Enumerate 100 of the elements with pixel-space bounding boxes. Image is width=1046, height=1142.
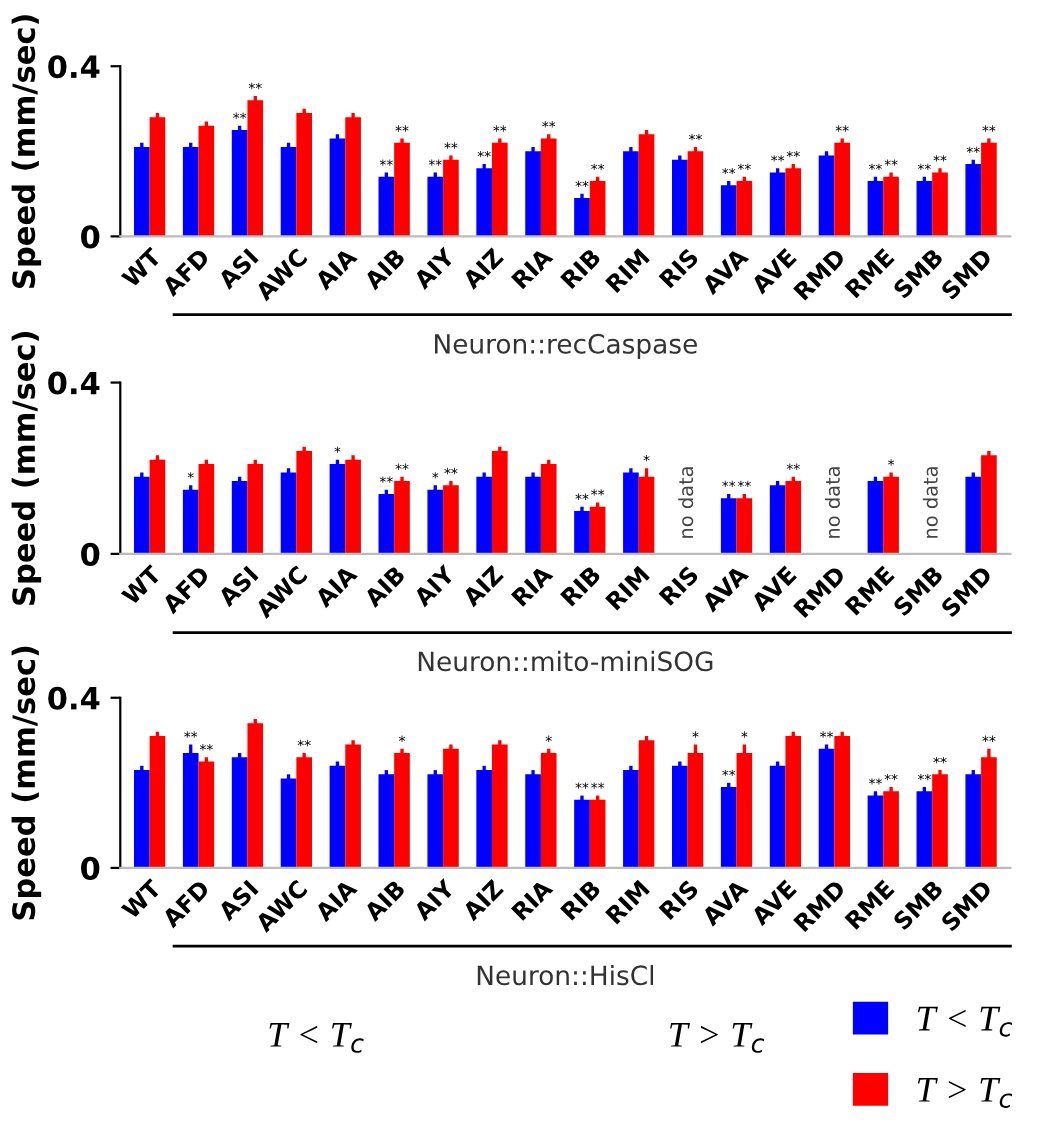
bar — [492, 451, 508, 554]
x-tick-label: AIA — [313, 564, 358, 609]
x-tick-label: RIA — [510, 564, 554, 607]
bar — [965, 476, 982, 554]
x-tick-label: RIB — [560, 565, 602, 607]
bar — [198, 761, 215, 868]
bar — [149, 117, 166, 237]
bar — [981, 455, 997, 554]
x-tick-label: RIS — [658, 247, 700, 289]
legend-label: T > T$_{c}$ — [918, 1077, 1013, 1108]
bar — [345, 459, 361, 554]
bar — [883, 476, 899, 554]
bar — [965, 164, 982, 237]
bar — [589, 799, 606, 868]
y-tick-label: 0.4 — [48, 371, 100, 395]
bar — [525, 151, 541, 237]
bar — [965, 774, 982, 868]
bar — [589, 506, 606, 554]
bar — [182, 753, 199, 868]
x-tick-label: RIA — [510, 246, 554, 290]
bar — [133, 476, 150, 554]
bar — [231, 757, 248, 868]
bar — [687, 753, 704, 868]
bar — [280, 147, 297, 237]
bar — [638, 476, 655, 554]
bar — [589, 181, 606, 237]
bar — [427, 489, 444, 554]
y-axis-title: Speed (mm/sec) — [11, 332, 42, 605]
bar — [231, 130, 248, 237]
bar — [834, 142, 851, 237]
x-tick-label: AIA — [313, 246, 358, 291]
x-tick-label: RIB — [560, 247, 602, 290]
bar — [736, 181, 753, 237]
bar — [638, 134, 655, 237]
bar — [623, 151, 639, 237]
bar — [525, 476, 541, 554]
bar — [818, 155, 835, 237]
bar — [492, 744, 508, 868]
bar — [769, 765, 786, 868]
bar — [247, 723, 264, 868]
bar — [623, 472, 639, 554]
x-tick-label: WT — [120, 246, 163, 289]
bar — [540, 463, 557, 554]
bar — [736, 498, 753, 554]
bar — [378, 176, 395, 237]
x-tick-label: RIB — [560, 879, 602, 921]
bar — [720, 787, 737, 868]
bar — [149, 459, 166, 554]
bar — [182, 489, 199, 554]
bar — [623, 770, 639, 868]
bar — [769, 172, 786, 237]
bar — [736, 753, 753, 868]
bar — [133, 147, 150, 237]
bar — [916, 791, 933, 868]
bar — [427, 176, 444, 237]
bar — [883, 791, 899, 868]
annotation: no data — [678, 467, 694, 538]
bar — [476, 168, 492, 237]
bar — [329, 463, 346, 554]
bar — [574, 799, 590, 868]
bar — [769, 485, 786, 554]
bar — [280, 778, 297, 868]
bar — [378, 493, 395, 554]
bar — [476, 476, 492, 554]
bar — [525, 774, 541, 868]
x-tick-label: WT — [120, 564, 163, 606]
bar — [867, 795, 884, 868]
bar — [247, 100, 264, 237]
y-tick-label: 0 — [81, 856, 100, 880]
bar — [671, 765, 688, 868]
bar — [932, 774, 948, 868]
text: T > T$_{c}$ — [670, 1022, 765, 1053]
bar — [785, 481, 802, 554]
y-tick-label: 0.4 — [48, 55, 100, 79]
bar — [329, 138, 346, 237]
bar — [834, 736, 851, 868]
bar — [394, 142, 410, 237]
bar — [492, 142, 508, 237]
bar — [296, 451, 313, 554]
bar — [345, 744, 361, 868]
bar — [981, 757, 997, 868]
x-tick-label: RIS — [658, 879, 700, 921]
y-tick-label: 0 — [81, 542, 100, 566]
bar — [867, 181, 884, 237]
bar — [540, 138, 557, 237]
bar — [720, 498, 737, 554]
bar — [443, 748, 459, 868]
bar — [443, 159, 459, 237]
y-tick-label: 0.4 — [48, 686, 100, 710]
bar — [574, 198, 590, 237]
bar — [883, 176, 899, 237]
x-axis-title: Neuron::recCaspase — [435, 333, 697, 359]
x-tick-label: RIS — [658, 565, 700, 607]
bar — [394, 753, 410, 868]
bar — [638, 740, 655, 868]
bar — [296, 113, 313, 237]
bar — [671, 159, 688, 237]
bar — [932, 172, 948, 237]
bar — [574, 511, 590, 554]
bar — [916, 181, 933, 237]
